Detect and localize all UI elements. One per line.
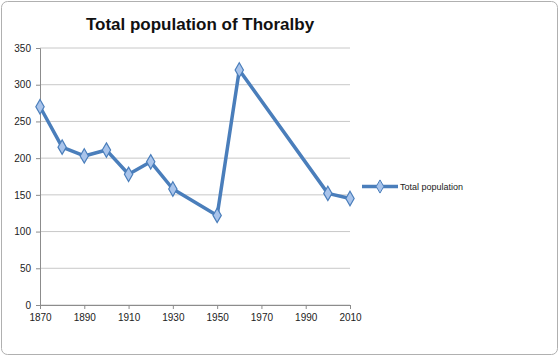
y-tick-mark [36, 232, 40, 233]
y-tick-label: 350 [14, 43, 31, 54]
marker [124, 167, 132, 181]
legend-marker [376, 180, 384, 193]
x-tick: 1870 [29, 305, 52, 323]
y-axis-line [36, 49, 41, 306]
chart: 0 50 100 150 200 250 300 350 1870 1890 1910 1930 195… [0, 0, 559, 356]
marker [58, 140, 66, 154]
y-tick: 200 [14, 153, 40, 164]
x-axis-line [41, 306, 351, 310]
legend: Total population [362, 180, 463, 193]
line [40, 70, 350, 215]
y-tick-label: 150 [14, 190, 31, 201]
legend-label: Total population [400, 182, 463, 192]
y-tick: 350 [14, 43, 40, 54]
grid [40, 48, 350, 305]
y-tick: 50 [20, 263, 40, 274]
y-tick-mark [36, 195, 40, 196]
grid-line [40, 121, 350, 122]
grid-line [40, 84, 350, 85]
y-tick-mark [36, 85, 40, 86]
y-tick-mark [36, 305, 40, 306]
x-tick-mark [40, 305, 41, 309]
x-tick-mark [350, 305, 351, 309]
marker [36, 100, 44, 114]
x-tick-label: 1950 [207, 312, 230, 323]
x-tick: 2010 [339, 305, 362, 323]
plot-area [36, 63, 354, 223]
x-tick-mark [84, 305, 85, 309]
chart-frame [2, 2, 558, 355]
x-tick-label: 1910 [118, 312, 141, 323]
x-tick: 1990 [295, 305, 318, 323]
y-tick: 0 [25, 300, 40, 311]
grid-line [40, 231, 350, 232]
y-tick: 150 [14, 190, 40, 201]
x-tick-mark [129, 305, 130, 309]
grid-line [40, 194, 350, 195]
y-tick-label: 50 [20, 263, 32, 274]
marker [169, 182, 177, 196]
y-tick: 100 [14, 226, 40, 237]
grid-line [40, 48, 350, 49]
y-tick-label: 250 [14, 116, 31, 127]
x-tick-label: 1970 [251, 312, 274, 323]
y-tick-label: 200 [14, 153, 31, 164]
marker [235, 63, 243, 77]
title: Total population of Thoralby [86, 15, 315, 34]
x-tick-label: 2010 [339, 312, 362, 323]
x-tick: 1890 [74, 305, 97, 323]
x-tick: 1970 [251, 305, 274, 323]
y-tick-mark [36, 158, 40, 159]
x-tick-label: 1890 [74, 312, 97, 323]
x-tick-mark [261, 305, 262, 309]
marker [346, 191, 354, 205]
x-tick: 1950 [207, 305, 230, 323]
marker [213, 208, 221, 222]
x-tick-label: 1930 [162, 312, 185, 323]
y-tick: 300 [14, 79, 40, 90]
x-tick: 1910 [118, 305, 141, 323]
marker [147, 155, 155, 169]
x-axis: 1870 1890 1910 1930 1950 1970 1990 2010 [29, 305, 362, 323]
x-tick-mark [306, 305, 307, 309]
marker [324, 186, 332, 200]
x-tick-label: 1990 [295, 312, 318, 323]
grid-line [40, 268, 350, 269]
y-tick-label: 300 [14, 79, 31, 90]
x-tick-mark [173, 305, 174, 309]
y-tick-mark [36, 268, 40, 269]
y-axis: 0 50 100 150 200 250 300 350 [14, 43, 40, 311]
y-tick: 250 [14, 116, 40, 127]
y-tick-mark [36, 121, 40, 122]
y-tick-label: 0 [25, 300, 31, 311]
y-tick-label: 100 [14, 226, 31, 237]
marker [102, 143, 110, 157]
x-tick: 1930 [162, 305, 185, 323]
x-tick-label: 1870 [29, 312, 52, 323]
x-tick-mark [217, 305, 218, 309]
y-tick-mark [36, 48, 40, 49]
marker [80, 149, 88, 163]
